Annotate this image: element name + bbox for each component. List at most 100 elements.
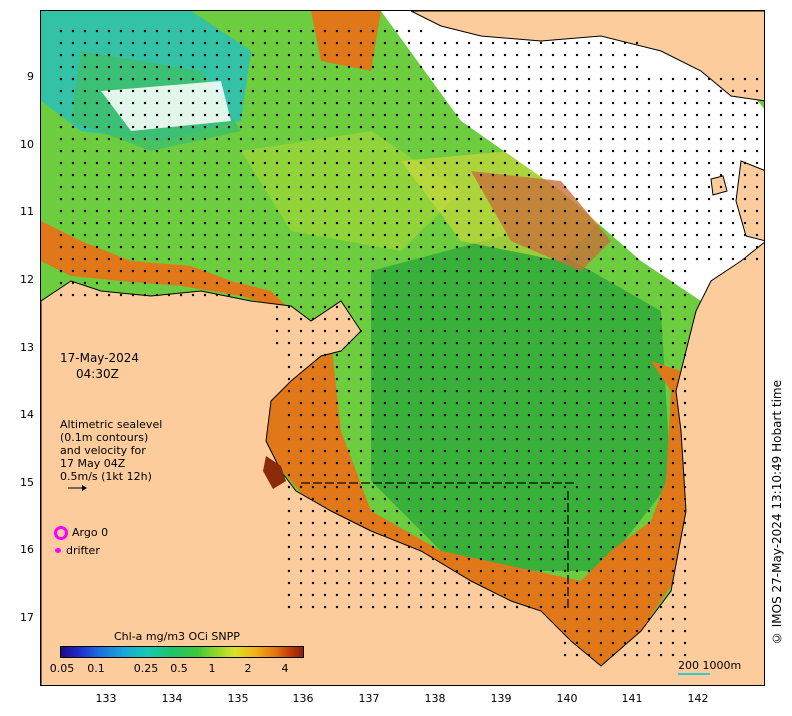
velocity-vector	[587, 101, 591, 105]
velocity-vector	[131, 101, 135, 105]
velocity-vector	[179, 125, 183, 129]
velocity-vector	[707, 89, 711, 93]
velocity-vector	[419, 137, 423, 141]
velocity-vector	[407, 125, 411, 129]
velocity-vector	[455, 569, 459, 573]
velocity-vector	[659, 653, 663, 657]
velocity-vector	[431, 53, 435, 57]
velocity-vector	[119, 173, 123, 177]
velocity-vector	[647, 341, 651, 345]
velocity-vector	[419, 365, 423, 369]
velocity-vector	[479, 53, 483, 57]
velocity-vector	[371, 245, 375, 249]
velocity-vector	[503, 329, 507, 333]
velocity-vector	[575, 557, 579, 561]
credit-text: © IMOS 27-May-2024 13:10:49 Hobart time	[770, 380, 784, 646]
velocity-vector	[407, 77, 411, 81]
colorbar-tick-label: 0.25	[133, 662, 159, 675]
velocity-vector	[599, 485, 603, 489]
velocity-vector	[659, 245, 663, 249]
velocity-vector	[599, 473, 603, 477]
velocity-vector	[203, 257, 207, 261]
velocity-vector	[491, 245, 495, 249]
velocity-vector	[83, 161, 87, 165]
velocity-vector	[575, 365, 579, 369]
velocity-vector	[359, 413, 363, 417]
velocity-vector	[227, 245, 231, 249]
velocity-vector	[575, 545, 579, 549]
velocity-vector	[659, 593, 663, 597]
velocity-vector	[191, 269, 195, 273]
velocity-vector	[287, 293, 291, 297]
velocity-vector	[347, 377, 351, 381]
velocity-vector	[551, 377, 555, 381]
velocity-vector	[167, 269, 171, 273]
velocity-vector	[575, 293, 579, 297]
velocity-vector	[323, 125, 327, 129]
velocity-vector	[467, 89, 471, 93]
velocity-vector	[323, 521, 327, 525]
velocity-vector	[323, 173, 327, 177]
velocity-vector	[623, 533, 627, 537]
velocity-vector	[563, 65, 567, 69]
velocity-vector	[503, 305, 507, 309]
velocity-vector	[563, 125, 567, 129]
velocity-vector	[455, 305, 459, 309]
velocity-vector	[755, 173, 759, 177]
velocity-vector	[179, 173, 183, 177]
velocity-vector	[611, 293, 615, 297]
velocity-vector	[635, 617, 639, 621]
velocity-vector	[599, 641, 603, 645]
velocity-vector	[251, 173, 255, 177]
velocity-vector	[527, 209, 531, 213]
velocity-vector	[431, 317, 435, 321]
velocity-vector	[299, 185, 303, 189]
velocity-vector	[515, 293, 519, 297]
velocity-vector	[467, 413, 471, 417]
velocity-vector	[263, 245, 267, 249]
velocity-vector	[203, 137, 207, 141]
velocity-vector	[59, 293, 63, 297]
velocity-vector	[419, 161, 423, 165]
velocity-vector	[575, 101, 579, 105]
velocity-vector	[503, 197, 507, 201]
velocity-vector	[719, 149, 723, 153]
velocity-vector	[311, 545, 315, 549]
velocity-vector	[215, 125, 219, 129]
velocity-vector	[635, 401, 639, 405]
velocity-vector	[443, 353, 447, 357]
velocity-vector	[431, 533, 435, 537]
velocity-vector	[287, 497, 291, 501]
velocity-vector	[623, 485, 627, 489]
velocity-vector	[479, 65, 483, 69]
velocity-vector	[491, 473, 495, 477]
velocity-vector	[611, 545, 615, 549]
velocity-vector	[455, 353, 459, 357]
velocity-vector	[71, 245, 75, 249]
velocity-vector	[563, 449, 567, 453]
velocity-vector	[419, 293, 423, 297]
velocity-vector	[323, 149, 327, 153]
velocity-vector	[431, 377, 435, 381]
velocity-vector	[587, 149, 591, 153]
velocity-vector	[623, 641, 627, 645]
velocity-vector	[191, 41, 195, 45]
velocity-vector	[155, 209, 159, 213]
velocity-vector	[323, 161, 327, 165]
velocity-vector	[59, 29, 63, 33]
velocity-vector	[599, 593, 603, 597]
velocity-vector	[407, 341, 411, 345]
velocity-vector	[407, 425, 411, 429]
velocity-vector	[455, 269, 459, 273]
velocity-vector	[647, 197, 651, 201]
velocity-vector	[599, 509, 603, 513]
velocity-vector	[383, 365, 387, 369]
velocity-vector	[395, 557, 399, 561]
velocity-vector	[335, 461, 339, 465]
velocity-vector	[143, 233, 147, 237]
velocity-vector	[503, 521, 507, 525]
velocity-vector	[647, 653, 651, 657]
velocity-vector	[587, 569, 591, 573]
velocity-vector	[443, 137, 447, 141]
velocity-vector	[479, 341, 483, 345]
